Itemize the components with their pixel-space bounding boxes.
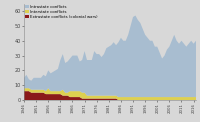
Legend: Intrastate conflicts, Interstate conflicts, Extrastate conflicts (colonial wars): Intrastate conflicts, Interstate conflic… bbox=[25, 4, 98, 19]
